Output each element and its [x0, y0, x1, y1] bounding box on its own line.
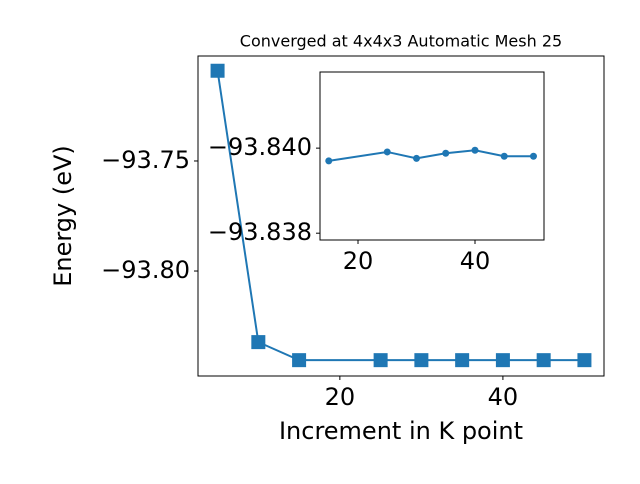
x-tick-label: 40 [488, 383, 519, 411]
marker [292, 353, 307, 368]
marker [442, 149, 450, 157]
marker [251, 335, 266, 350]
marker [529, 152, 537, 160]
marker [325, 157, 333, 165]
marker [210, 63, 225, 78]
y-tick-label: −93.75 [101, 146, 190, 174]
x-axis-label: Increment in K point [279, 417, 523, 445]
y-tick-label: −93.838 [208, 218, 312, 246]
marker [413, 154, 421, 162]
marker [414, 353, 429, 368]
x-tick-label: 40 [460, 247, 491, 275]
marker [455, 353, 470, 368]
y-tick-label: −93.840 [208, 133, 312, 161]
chart-title: Converged at 4x4x3 Automatic Mesh 25 [240, 32, 562, 51]
x-tick-label: 20 [325, 383, 356, 411]
marker [536, 353, 551, 368]
marker [500, 152, 508, 160]
marker [471, 146, 479, 154]
y-axis-label: Energy (eV) [49, 145, 77, 287]
marker [495, 353, 510, 368]
marker [383, 148, 391, 156]
y-tick-label: −93.80 [101, 256, 190, 284]
marker [373, 353, 388, 368]
x-tick-label: 20 [343, 247, 374, 275]
marker [577, 353, 592, 368]
